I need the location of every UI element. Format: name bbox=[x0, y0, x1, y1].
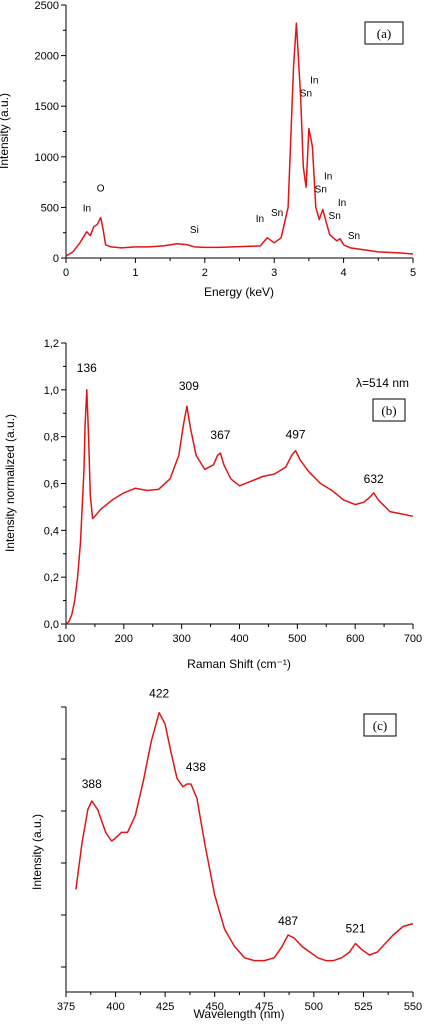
y-tick-label: 0,0 bbox=[44, 619, 59, 631]
x-tick-label: 375 bbox=[57, 1001, 75, 1013]
y-axis-label: Intensity (a.u.) bbox=[30, 814, 44, 890]
peak-label: Sn bbox=[348, 231, 360, 242]
y-tick-label: 0,2 bbox=[44, 572, 59, 584]
data-series-line bbox=[75, 711, 414, 962]
x-tick-label: 525 bbox=[354, 1001, 372, 1013]
x-tick-label: 300 bbox=[172, 633, 190, 645]
chart-panel-b: Raman Shift (cm⁻¹) Intensity normalized … bbox=[3, 338, 422, 671]
x-tick-label: 5 bbox=[410, 267, 416, 279]
panel-label: (b) bbox=[381, 403, 396, 418]
y-tick-label: 0,4 bbox=[44, 525, 59, 537]
peak-label: 136 bbox=[77, 361, 97, 375]
peak-label: 521 bbox=[345, 922, 365, 936]
peak-label: In bbox=[256, 214, 264, 225]
peak-label: 487 bbox=[278, 914, 298, 928]
peak-label: 388 bbox=[82, 777, 102, 791]
peak-label: 422 bbox=[149, 687, 169, 701]
peak-label: In bbox=[338, 198, 346, 209]
y-tick-label: 1,2 bbox=[44, 338, 59, 350]
x-tick-label: 0 bbox=[63, 267, 69, 279]
y-tick-label: 0 bbox=[53, 253, 59, 265]
x-axis-label: Energy (keV) bbox=[204, 285, 274, 299]
peak-label: In bbox=[83, 204, 91, 215]
peak-label: In bbox=[324, 171, 332, 182]
y-axis-label: Intensity normalized (a.u.) bbox=[3, 414, 17, 552]
x-tick-label: 500 bbox=[305, 1001, 323, 1013]
x-tick-label: 400 bbox=[106, 1001, 124, 1013]
y-tick-label: 0,6 bbox=[44, 479, 59, 491]
peak-label: 309 bbox=[179, 379, 199, 393]
peak-label: Sn bbox=[315, 184, 327, 195]
y-tick-label: 2500 bbox=[35, 0, 59, 12]
wavelength-annotation: λ=514 nm bbox=[356, 376, 409, 390]
y-tick-label: 1000 bbox=[35, 152, 59, 164]
peak-label: 497 bbox=[286, 428, 306, 442]
x-axis-label: Wavelength (nm) bbox=[194, 1007, 285, 1021]
y-axis-label: Intensity (a.u.) bbox=[0, 93, 11, 169]
x-tick-label: 600 bbox=[346, 633, 364, 645]
peak-label: 438 bbox=[186, 760, 206, 774]
x-tick-label: 4 bbox=[341, 267, 347, 279]
x-tick-label: 425 bbox=[156, 1001, 174, 1013]
chart-panel-a: Energy (keV) Intensity (a.u.) (a) 0 1 2 3 4 5… bbox=[0, 0, 416, 299]
x-tick-label: 400 bbox=[230, 633, 248, 645]
chart-panel-c: Wavelength (nm) Intensity (a.u.) (c) 375… bbox=[30, 687, 422, 1021]
y-tick-label: 500 bbox=[41, 202, 59, 214]
x-tick-label: 2 bbox=[202, 267, 208, 279]
data-series-line bbox=[65, 22, 414, 257]
x-tick-label: 3 bbox=[271, 267, 277, 279]
peak-label: Sn bbox=[300, 88, 312, 99]
peak-label: Sn bbox=[271, 208, 283, 219]
panel-label-box bbox=[372, 398, 406, 422]
x-axis-label: Raman Shift (cm⁻¹) bbox=[187, 657, 291, 671]
peak-label: Sn bbox=[329, 211, 341, 222]
data-series-line bbox=[65, 389, 414, 625]
y-tick-label: 2000 bbox=[35, 51, 59, 63]
y-tick-label: 1,0 bbox=[44, 385, 59, 397]
peak-label: O bbox=[97, 184, 105, 195]
x-tick-label: 100 bbox=[57, 633, 75, 645]
x-tick-label: 550 bbox=[404, 1001, 422, 1013]
peak-label: In bbox=[310, 75, 318, 86]
x-tick-label: 200 bbox=[115, 633, 133, 645]
y-tick-label: 0,8 bbox=[44, 432, 59, 444]
y-tick-label: 1500 bbox=[35, 101, 59, 113]
peak-label: Si bbox=[190, 225, 199, 236]
peak-label: 632 bbox=[364, 472, 384, 486]
x-tick-label: 500 bbox=[288, 633, 306, 645]
panel-label: (c) bbox=[373, 718, 387, 733]
panel-label-box bbox=[364, 21, 404, 45]
panel-label: (a) bbox=[377, 26, 391, 41]
panel-label-box bbox=[363, 713, 397, 737]
x-tick-label: 475 bbox=[255, 1001, 273, 1013]
x-tick-label: 450 bbox=[206, 1001, 224, 1013]
peak-label: 367 bbox=[210, 428, 230, 442]
x-tick-label: 1 bbox=[132, 267, 138, 279]
x-tick-label: 700 bbox=[404, 633, 422, 645]
